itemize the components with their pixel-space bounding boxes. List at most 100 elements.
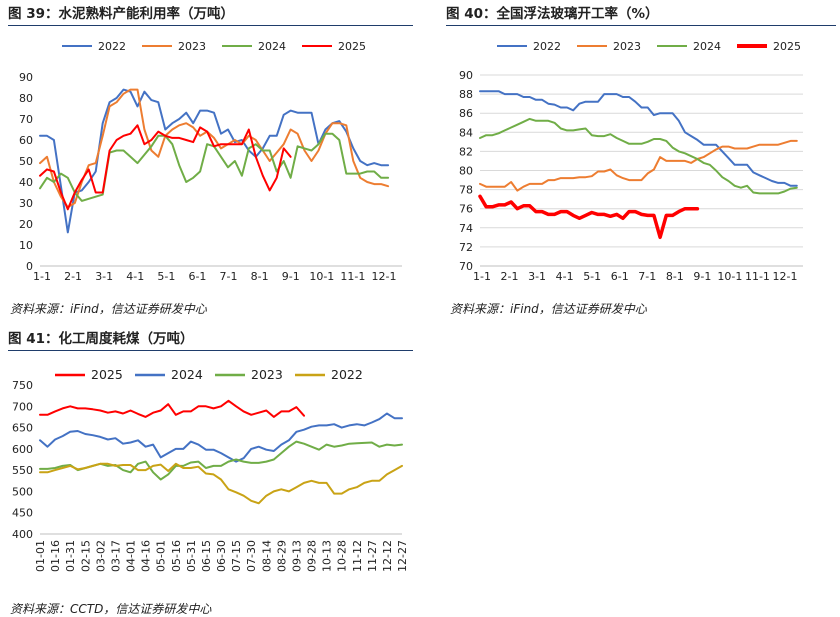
series-line-2025 [478, 194, 700, 240]
x-tick-label: 3-1 [528, 270, 546, 283]
x-tick-label: 4-1 [556, 270, 574, 283]
legend-label-2022: 2022 [98, 40, 126, 53]
x-tick-label: 4-1 [126, 270, 144, 283]
x-tick-label: 11-12 [351, 540, 364, 572]
legend-label-2024: 2024 [693, 40, 721, 53]
x-tick-label: 08-14 [260, 540, 273, 572]
x-tick-label: 08-29 [275, 540, 288, 572]
y-tick-label: 86 [459, 107, 473, 120]
x-tick-label: 3-1 [95, 270, 113, 283]
x-tick-label: 07-30 [245, 540, 258, 572]
legend-label-2025: 2025 [338, 40, 366, 53]
x-tick-label: 1-1 [473, 270, 491, 283]
x-tick-label: 7-1 [220, 270, 238, 283]
legend-label-2025: 2025 [91, 367, 123, 382]
y-tick-label: 72 [459, 241, 473, 254]
legend-label-2023: 2023 [251, 367, 283, 382]
x-tick-label: 05-16 [170, 540, 183, 572]
chart2-float-glass: 70 72 74 76 78 80 82 84 86 88 90 1-1 2-1 3-1 4-1 5-1 6-1… [459, 40, 803, 283]
series-line-2024 [479, 117, 798, 195]
series-line-2022 [39, 88, 390, 234]
x-tick-label: 12-1 [372, 270, 397, 283]
x-tick-label: 11-1 [745, 270, 770, 283]
x-tick-label: 10-1 [309, 270, 334, 283]
y-tick-label: 10 [19, 239, 33, 252]
series-line-2022 [39, 462, 403, 505]
x-tick-label: 09-28 [306, 540, 319, 572]
y-tick-label: 0 [26, 260, 33, 273]
x-tick-label: 5-1 [583, 270, 601, 283]
x-tick-label: 10-28 [336, 540, 349, 572]
x-tick-label: 11-1 [340, 270, 365, 283]
x-tick-label: 11-27 [366, 540, 379, 572]
y-tick-label: 500 [12, 485, 33, 498]
y-tick-label: 90 [19, 71, 33, 84]
y-tick-label: 88 [459, 88, 473, 101]
x-tick-label: 06-30 [215, 540, 228, 572]
x-tick-label: 06-15 [200, 540, 213, 572]
y-tick-label: 70 [19, 113, 33, 126]
chart1-title: 图 39：水泥熟料产能利用率（万吨） [8, 2, 413, 26]
y-tick-label: 78 [459, 184, 473, 197]
legend-label-2024: 2024 [171, 367, 203, 382]
x-tick-label: 01-31 [64, 540, 77, 572]
y-tick-label: 40 [19, 176, 33, 189]
y-tick-label: 80 [459, 165, 473, 178]
x-tick-label: 1-1 [33, 270, 51, 283]
x-tick-label: 8-1 [251, 270, 269, 283]
y-tick-label: 400 [12, 528, 33, 541]
chart3-title: 图 41：化工周度耗煤（万吨） [8, 327, 413, 351]
legend-label-2022: 2022 [331, 367, 363, 382]
x-tick-label: 09-13 [290, 540, 303, 572]
x-tick-label: 8-1 [666, 270, 684, 283]
x-tick-label: 12-27 [396, 540, 409, 572]
y-tick-label: 550 [12, 464, 33, 477]
x-tick-label: 04-01 [125, 540, 138, 572]
x-tick-label: 07-15 [230, 540, 243, 572]
chart1-cement-clinker: 0 10 20 30 40 50 60 70 80 90 1-1 2-1 3-1 4-1 5-1 6-1 7-1… [19, 40, 402, 283]
x-tick-label: 6-1 [188, 270, 206, 283]
y-tick-label: 70 [459, 260, 473, 273]
legend-label-2022: 2022 [533, 40, 561, 53]
series-line-2024 [39, 412, 403, 463]
series-line-2025 [39, 399, 305, 418]
y-tick-label: 76 [459, 203, 473, 216]
x-tick-label: 03-17 [109, 540, 122, 572]
x-tick-label: 05-31 [185, 540, 198, 572]
x-tick-label: 2-1 [501, 270, 519, 283]
series-line-2022 [479, 90, 798, 187]
x-tick-label: 6-1 [611, 270, 629, 283]
chart1-source: 资料来源：iFind，信达证券研发中心 [10, 302, 207, 316]
y-tick-label: 80 [19, 92, 33, 105]
x-tick-label: 9-1 [282, 270, 300, 283]
x-tick-label: 10-13 [321, 540, 334, 572]
series-line-2023 [39, 88, 390, 209]
legend-label-2024: 2024 [258, 40, 286, 53]
y-tick-label: 650 [12, 422, 33, 435]
x-tick-label: 2-1 [64, 270, 82, 283]
y-tick-label: 84 [459, 126, 473, 139]
x-tick-label: 04-16 [140, 540, 153, 572]
x-tick-label: 5-1 [157, 270, 175, 283]
series-line-2024 [39, 132, 390, 202]
series-line-2023 [39, 440, 403, 481]
y-tick-label: 74 [459, 222, 473, 235]
y-tick-label: 700 [12, 400, 33, 413]
x-tick-label: 7-1 [638, 270, 656, 283]
x-tick-label: 02-15 [79, 540, 92, 572]
legend-label-2025: 2025 [773, 40, 801, 53]
x-tick-label: 10-1 [717, 270, 742, 283]
x-tick-label: 05-01 [155, 540, 168, 572]
x-tick-label: 03-02 [94, 540, 107, 572]
y-tick-label: 750 [12, 379, 33, 392]
y-tick-label: 82 [459, 145, 473, 158]
x-tick-label: 9-1 [693, 270, 711, 283]
y-tick-label: 30 [19, 197, 33, 210]
legend-label-2023: 2023 [178, 40, 206, 53]
y-tick-label: 20 [19, 218, 33, 231]
y-tick-label: 50 [19, 155, 33, 168]
x-tick-label: 12-1 [773, 270, 798, 283]
y-tick-label: 60 [19, 134, 33, 147]
chart2-title: 图 40：全国浮法玻璃开工率（%） [446, 2, 836, 26]
